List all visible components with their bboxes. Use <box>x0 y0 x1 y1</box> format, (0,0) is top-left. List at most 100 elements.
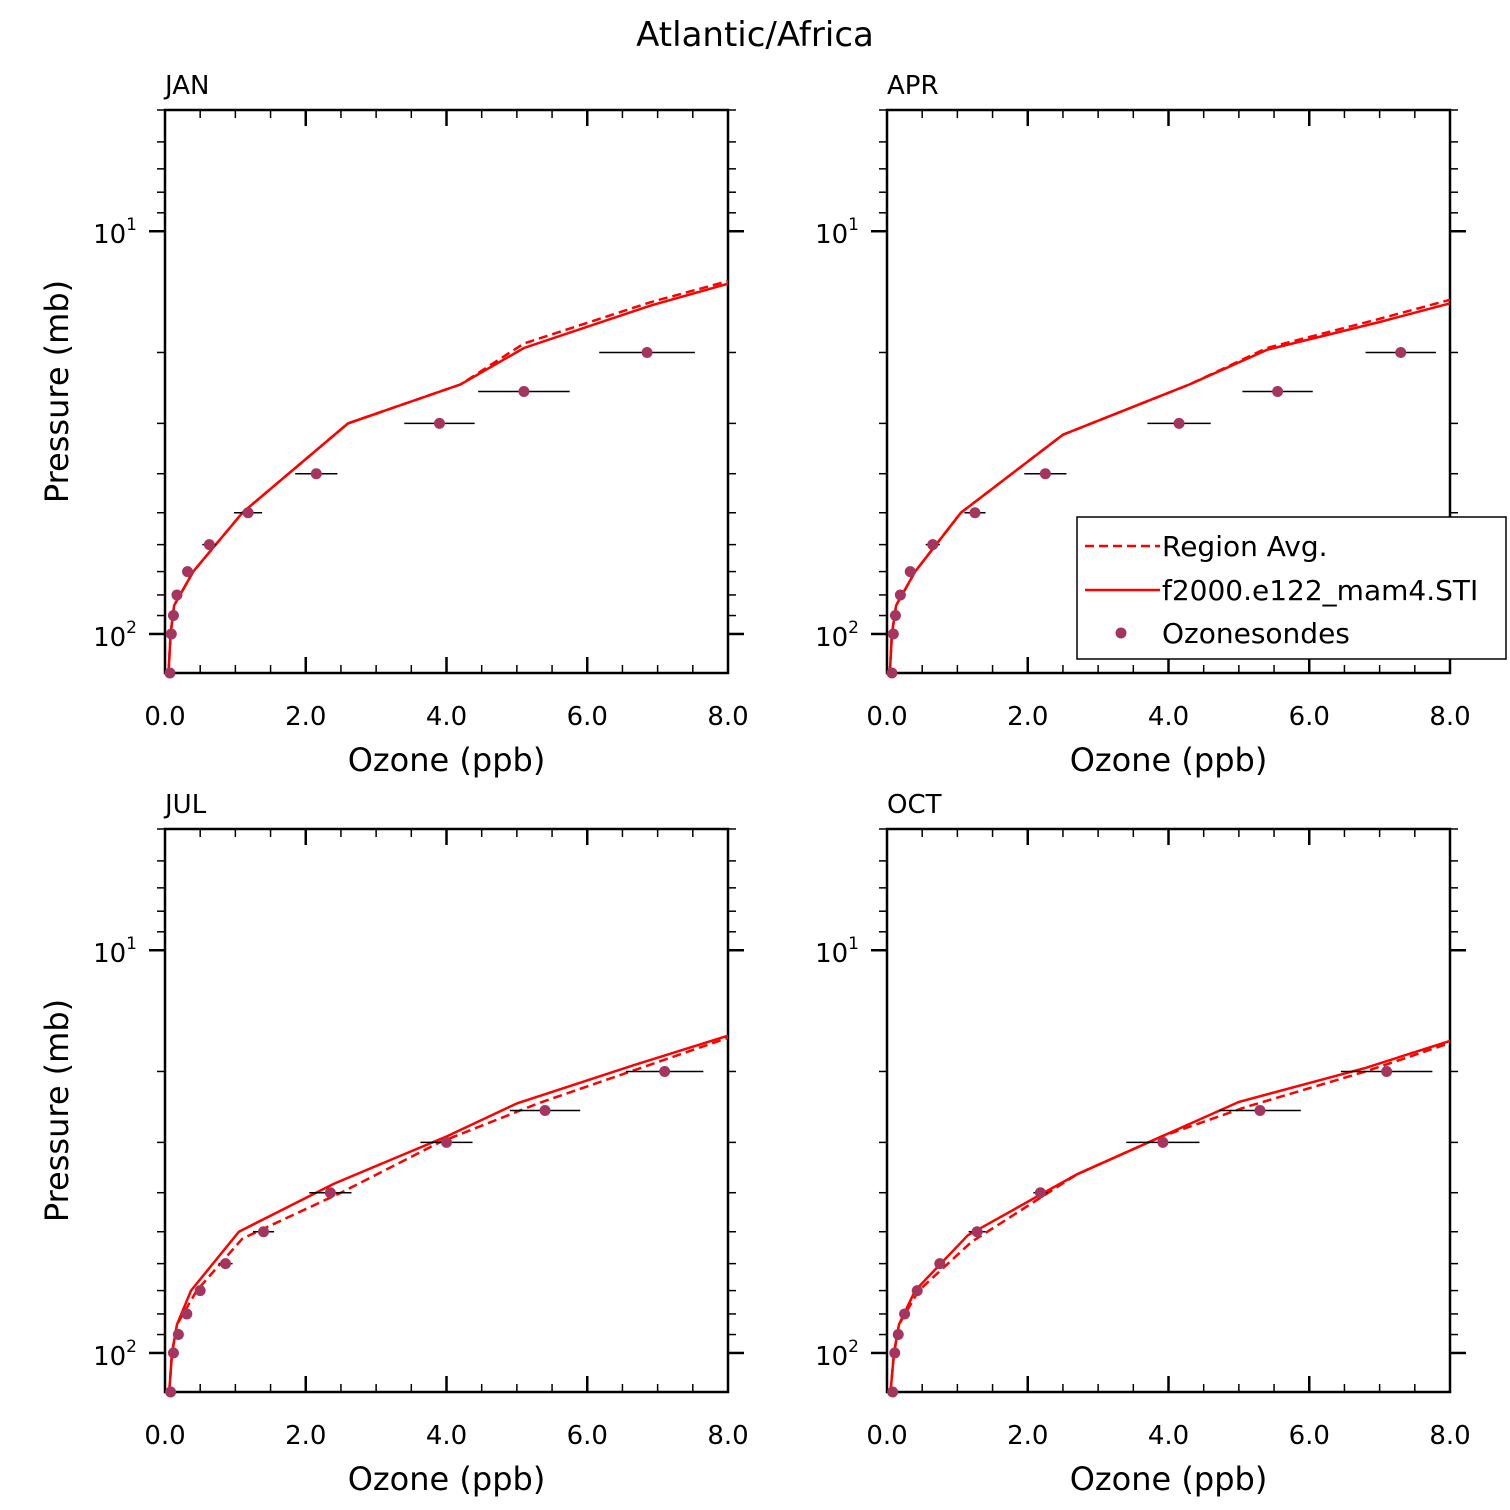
y-tick-exponent: 1 <box>848 934 859 954</box>
x-tick-label: 0.0 <box>144 1421 185 1451</box>
ozonesonde-point <box>894 589 906 601</box>
ozonesonde-point <box>324 1187 336 1199</box>
ozonesonde-point <box>165 628 177 640</box>
ozonesonde-point <box>441 1136 452 1148</box>
ozonesonde-point <box>258 1226 270 1238</box>
y-tick-base: 10 <box>815 623 848 653</box>
panel-title: JAN <box>163 71 209 101</box>
panel-title: JUL <box>163 790 207 820</box>
ozonesonde-point <box>164 667 176 679</box>
x-axis-label: Ozone (ppb) <box>1070 741 1268 779</box>
y-tick-exponent: 2 <box>848 618 859 638</box>
x-tick-label: 6.0 <box>567 1421 608 1451</box>
region-avg-line <box>889 1041 1450 1392</box>
legend-box <box>1076 516 1507 660</box>
ozonesonde-point <box>220 1258 232 1270</box>
y-tick-exponent: 2 <box>126 1337 137 1357</box>
panel-title: APR <box>887 71 939 101</box>
x-tick-label: 8.0 <box>1429 1421 1470 1451</box>
x-tick-label: 2.0 <box>285 1421 326 1451</box>
y-axis-label: Pressure (mb) <box>38 999 76 1222</box>
ozonesonde-point <box>911 1285 923 1297</box>
ozonesonde-point <box>165 1386 177 1398</box>
model-line <box>167 282 728 673</box>
x-axis-label: Ozone (ppb) <box>1070 1460 1268 1498</box>
y-tick-base: 10 <box>815 1342 848 1372</box>
y-tick-label: 101 <box>815 215 859 250</box>
y-tick-label: 102 <box>815 618 859 653</box>
x-tick-label: 2.0 <box>1007 702 1048 732</box>
y-tick-base: 10 <box>93 939 126 969</box>
y-tick-exponent: 1 <box>126 215 137 235</box>
y-tick-label: 101 <box>815 934 859 969</box>
ozonesonde-point <box>886 667 898 679</box>
ozonesonde-point <box>659 1065 671 1077</box>
plot-frame <box>163 827 730 1394</box>
y-tick-exponent: 1 <box>126 934 137 954</box>
y-tick-label: 102 <box>815 1337 859 1372</box>
ozonesonde-point <box>1254 1105 1266 1116</box>
ozonesonde-point <box>518 386 530 397</box>
y-tick-base: 10 <box>93 623 126 653</box>
region-avg-line <box>167 279 728 673</box>
legend-label: f2000.e122_mam4.STI <box>1162 574 1478 607</box>
ozonesonde-point <box>1395 346 1407 358</box>
x-tick-label: 8.0 <box>1429 702 1470 732</box>
plot-frame <box>885 827 1452 1394</box>
y-tick-exponent: 1 <box>848 215 859 235</box>
model-line <box>167 1034 728 1392</box>
ozonesonde-point <box>181 1308 193 1320</box>
ozonesonde-point <box>1034 1187 1046 1199</box>
ozonesonde-point <box>182 566 194 578</box>
ozonesonde-point <box>641 346 653 358</box>
x-tick-label: 0.0 <box>866 1421 907 1451</box>
ozonesonde-point <box>889 1347 901 1359</box>
ozonesonde-point <box>899 1308 911 1320</box>
y-tick-base: 10 <box>93 220 126 250</box>
ozonesonde-point <box>887 628 899 640</box>
x-tick-label: 8.0 <box>707 702 748 732</box>
y-tick-label: 102 <box>93 1337 137 1372</box>
ozonesonde-point <box>1381 1065 1393 1077</box>
y-tick-base: 10 <box>93 1342 126 1372</box>
ozonesonde-point <box>1173 417 1185 429</box>
ozonesonde-point <box>242 507 254 519</box>
x-tick-label: 6.0 <box>567 702 608 732</box>
y-tick-label: 101 <box>93 934 137 969</box>
ozonesonde-point <box>1039 468 1051 480</box>
ozonesonde-point <box>172 1329 184 1341</box>
legend-marker <box>1115 627 1127 639</box>
ozonesonde-point <box>887 1386 899 1398</box>
y-tick-exponent: 2 <box>848 1337 859 1357</box>
x-tick-label: 4.0 <box>426 1421 467 1451</box>
x-tick-label: 6.0 <box>1289 1421 1330 1451</box>
ozonesonde-point <box>904 566 916 578</box>
ozonesonde-point <box>167 1347 179 1359</box>
x-tick-label: 4.0 <box>1148 1421 1189 1451</box>
ozonesonde-point <box>171 589 183 601</box>
model-line <box>889 1039 1450 1392</box>
y-tick-base: 10 <box>815 220 848 250</box>
x-tick-label: 4.0 <box>1148 702 1189 732</box>
ozonesonde-point <box>1272 386 1284 397</box>
plot-frame <box>163 108 730 675</box>
ozonesonde-point <box>310 468 322 480</box>
legend: Region Avg. f2000.e122_mam4.STI Ozonesonde… <box>1076 516 1507 660</box>
figure-title: Atlantic/Africa <box>636 15 874 55</box>
ozonesonde-point <box>934 1258 946 1270</box>
panel-title: OCT <box>887 790 942 820</box>
x-tick-label: 8.0 <box>707 1421 748 1451</box>
ozonesonde-point <box>167 610 179 622</box>
y-tick-label: 101 <box>93 215 137 250</box>
x-tick-label: 0.0 <box>866 702 907 732</box>
ozonesonde-point <box>969 507 981 519</box>
ozonesonde-point <box>203 539 215 551</box>
y-tick-base: 10 <box>815 939 848 969</box>
x-tick-label: 2.0 <box>1007 1421 1048 1451</box>
ozonesonde-point <box>892 1329 904 1341</box>
